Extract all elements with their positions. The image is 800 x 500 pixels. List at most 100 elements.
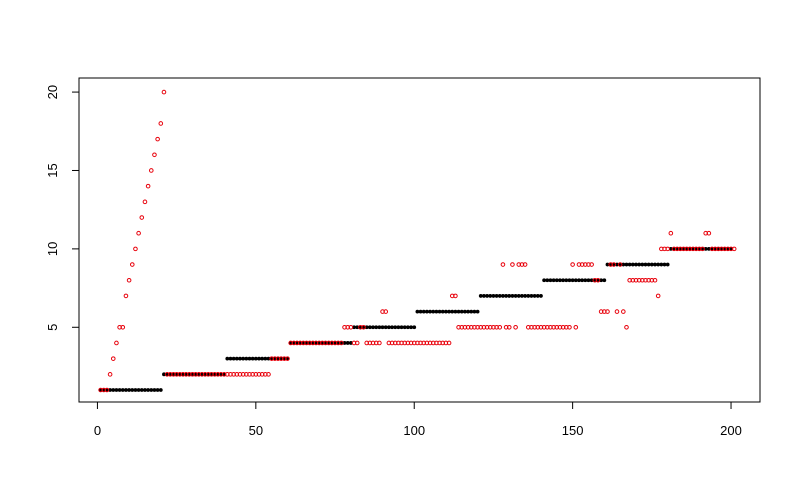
point-black [434, 309, 439, 314]
point-black [589, 278, 594, 283]
point-black [453, 309, 458, 314]
point-black [624, 262, 629, 267]
point-black [615, 262, 619, 267]
point-black [155, 388, 160, 392]
point-black [301, 341, 306, 345]
point-black [219, 372, 223, 377]
point-black [105, 388, 109, 392]
point-black [618, 262, 623, 267]
point-black [310, 341, 315, 345]
point-black [336, 341, 341, 345]
point-black [326, 341, 331, 345]
point-black [558, 278, 562, 283]
point-black [193, 372, 198, 377]
point-black [250, 356, 255, 361]
point-black [472, 309, 477, 314]
point-red [614, 309, 620, 314]
point-black [108, 388, 113, 392]
point-black [653, 262, 657, 267]
point-black [706, 246, 711, 251]
point-black [691, 246, 695, 251]
point-black [520, 294, 524, 298]
point-black [507, 294, 512, 298]
point-black [523, 294, 528, 298]
point-red [110, 356, 116, 361]
point-black [725, 246, 730, 251]
point-black [545, 278, 550, 283]
point-black [295, 341, 299, 345]
point-black [444, 309, 448, 314]
point-black [592, 278, 597, 283]
point-black [152, 388, 157, 392]
point-black [133, 388, 138, 392]
point-black [425, 309, 429, 314]
point-black [393, 325, 398, 330]
point-red [522, 262, 528, 267]
point-black [304, 341, 309, 345]
point-red [107, 372, 113, 377]
point-black [285, 356, 290, 361]
point-black [380, 325, 385, 330]
point-black [143, 388, 147, 392]
point-black [713, 246, 718, 251]
point-black [570, 278, 575, 283]
point-black [307, 341, 312, 345]
point-red [383, 309, 389, 314]
point-black [355, 325, 360, 330]
point-red [665, 246, 670, 252]
point-black [238, 356, 242, 361]
point-red [148, 168, 154, 173]
point-black [542, 278, 547, 283]
point-black [200, 372, 204, 377]
point-red [348, 324, 354, 330]
point-black [231, 356, 236, 361]
point-black [101, 388, 106, 392]
y-tick-label: 20 [45, 85, 60, 99]
point-red [731, 246, 737, 252]
point-black [415, 309, 420, 314]
point-black [253, 356, 258, 361]
point-black [687, 246, 692, 251]
point-black [371, 325, 375, 330]
point-black [627, 262, 632, 267]
point-red [285, 356, 290, 361]
point-black [551, 278, 556, 283]
point-black [501, 294, 505, 298]
point-black [567, 278, 572, 283]
point-black [548, 278, 553, 283]
point-black [621, 262, 626, 267]
point-red [611, 262, 617, 267]
point-black [475, 309, 480, 314]
point-red [617, 262, 623, 267]
point-black [222, 372, 227, 377]
point-black [456, 309, 461, 314]
point-red [145, 183, 151, 189]
point-black [203, 372, 208, 377]
point-red [129, 262, 135, 267]
point-black [212, 372, 217, 377]
point-black [463, 309, 467, 314]
point-red [136, 230, 141, 236]
point-black [228, 356, 233, 361]
point-black [716, 246, 721, 251]
point-black [377, 325, 382, 330]
point-black [269, 356, 274, 361]
point-black [605, 262, 610, 267]
point-black [437, 309, 442, 314]
y-tick-label: 10 [45, 242, 60, 256]
point-black [323, 341, 328, 345]
point-black [539, 294, 543, 298]
point-black [225, 356, 230, 361]
point-black [184, 372, 189, 377]
point-black [700, 246, 705, 251]
point-black [494, 294, 499, 298]
point-red [104, 387, 110, 393]
point-black [697, 246, 702, 251]
point-black [656, 262, 661, 267]
point-black [513, 294, 518, 298]
point-black [491, 294, 496, 298]
point-red [126, 277, 132, 283]
point-black [485, 294, 489, 298]
point-black [469, 309, 474, 314]
point-black [127, 388, 132, 392]
